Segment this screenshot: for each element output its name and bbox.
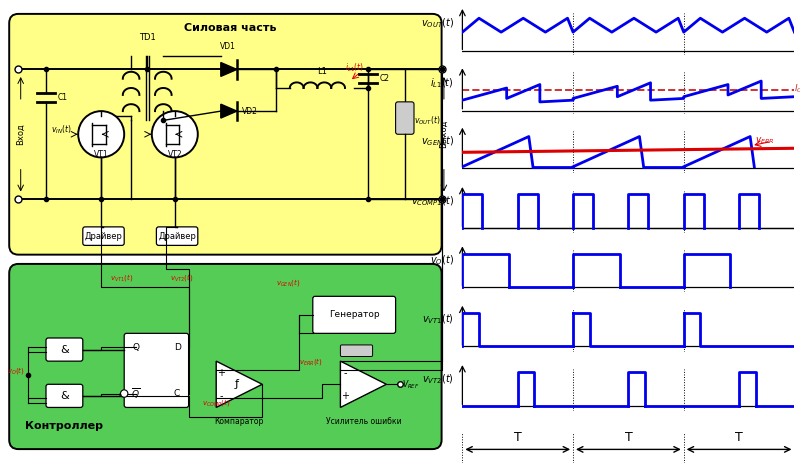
FancyBboxPatch shape — [395, 102, 414, 134]
Text: D: D — [174, 343, 181, 352]
Text: TD1: TD1 — [139, 33, 155, 42]
Text: $v_{GEN}(t)$: $v_{GEN}(t)$ — [421, 135, 454, 148]
Text: C1: C1 — [58, 93, 67, 102]
Text: Вход: Вход — [16, 124, 26, 145]
FancyBboxPatch shape — [46, 384, 83, 407]
Text: $v_{ERR}$: $v_{ERR}$ — [754, 136, 774, 146]
Text: $i_{L1}(t)$: $i_{L1}(t)$ — [430, 76, 454, 90]
Polygon shape — [341, 361, 386, 407]
Text: $v_{VT1}(t)$: $v_{VT1}(t)$ — [422, 313, 454, 326]
FancyBboxPatch shape — [10, 14, 442, 255]
Text: $i_{L1}(t)$: $i_{L1}(t)$ — [345, 62, 364, 74]
Text: $v_{VT1}(t)$: $v_{VT1}(t)$ — [110, 272, 134, 283]
Text: Q: Q — [132, 343, 139, 352]
FancyBboxPatch shape — [10, 264, 442, 449]
Text: T: T — [514, 431, 522, 444]
FancyBboxPatch shape — [83, 227, 124, 245]
Text: $v_{COMP1}(t)$: $v_{COMP1}(t)$ — [411, 194, 454, 208]
Text: VD2: VD2 — [242, 106, 258, 116]
Text: VT1: VT1 — [94, 150, 109, 159]
Text: +: + — [217, 368, 225, 378]
Text: VT2: VT2 — [167, 150, 182, 159]
Text: Драйвер: Драйвер — [85, 232, 122, 241]
Text: T: T — [625, 431, 632, 444]
Text: Силовая часть: Силовая часть — [184, 23, 276, 33]
FancyBboxPatch shape — [124, 333, 189, 407]
Text: &: & — [60, 344, 69, 355]
Text: $v_O(t)$: $v_O(t)$ — [430, 253, 454, 267]
Text: -: - — [343, 368, 346, 378]
Polygon shape — [221, 63, 237, 76]
Text: $v_{OUT}(t)$: $v_{OUT}(t)$ — [421, 17, 454, 30]
Text: &: & — [60, 391, 69, 401]
Text: Контроллер: Контроллер — [26, 420, 103, 431]
FancyBboxPatch shape — [313, 296, 395, 333]
Text: C2: C2 — [379, 74, 390, 83]
Text: Генератор: Генератор — [329, 310, 379, 319]
Circle shape — [121, 390, 128, 397]
Text: C: C — [174, 389, 180, 398]
Text: $\circ$: $\circ$ — [117, 391, 122, 396]
Text: -: - — [219, 391, 222, 401]
Text: ƒ: ƒ — [235, 379, 239, 389]
Text: $v_{COMP}(t)$: $v_{COMP}(t)$ — [202, 397, 231, 408]
Text: $v_{OUT}(t)$: $v_{OUT}(t)$ — [414, 114, 441, 126]
Text: $v_{IN}(t)$: $v_{IN}(t)$ — [50, 124, 71, 136]
Text: $v_{GEN}(t)$: $v_{GEN}(t)$ — [276, 277, 301, 288]
Text: +: + — [341, 391, 349, 401]
Polygon shape — [221, 104, 237, 118]
FancyBboxPatch shape — [46, 338, 83, 361]
Text: Усилитель ошибки: Усилитель ошибки — [326, 417, 402, 426]
Text: Драйвер: Драйвер — [158, 232, 196, 241]
FancyBboxPatch shape — [156, 227, 198, 245]
Text: Компаратор: Компаратор — [214, 417, 264, 426]
Text: $v_{ERR}(t)$: $v_{ERR}(t)$ — [299, 356, 323, 367]
Text: $V_{REF}$: $V_{REF}$ — [402, 378, 420, 390]
Text: $v_O(t)$: $v_O(t)$ — [7, 365, 26, 376]
Text: $I_{OUT}$: $I_{OUT}$ — [794, 83, 800, 95]
Text: Выход: Выход — [439, 120, 448, 149]
Text: L1: L1 — [317, 68, 327, 76]
Text: $\overline{Q}$: $\overline{Q}$ — [131, 386, 140, 401]
Text: VD1: VD1 — [220, 42, 236, 51]
FancyBboxPatch shape — [341, 345, 373, 357]
Circle shape — [78, 111, 124, 157]
Text: $v_{VT2}(t)$: $v_{VT2}(t)$ — [170, 272, 194, 283]
Text: $v_{VT2}(t)$: $v_{VT2}(t)$ — [422, 372, 454, 386]
Text: T: T — [735, 431, 743, 444]
Circle shape — [152, 111, 198, 157]
Polygon shape — [216, 361, 262, 407]
